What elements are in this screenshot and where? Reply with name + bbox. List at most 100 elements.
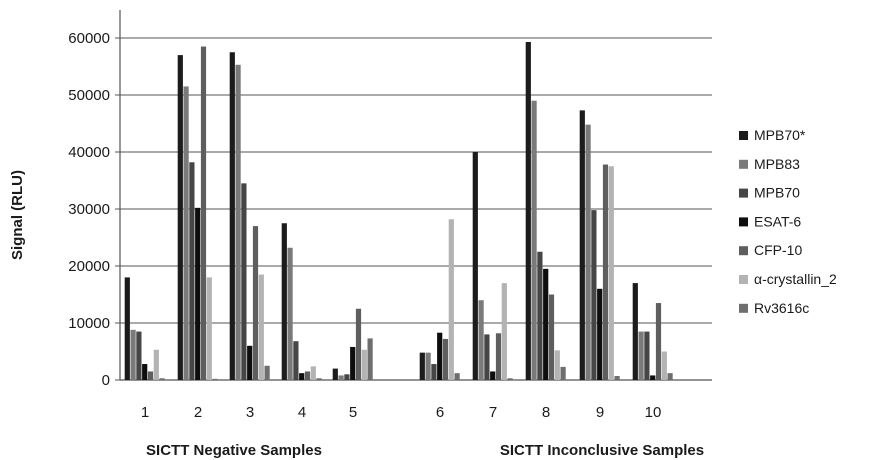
bar <box>448 219 454 380</box>
bar <box>177 55 183 380</box>
bar <box>437 332 443 380</box>
bar <box>650 375 656 380</box>
y-tick-label: 60000 <box>68 30 110 47</box>
bar <box>537 251 543 380</box>
bar <box>431 364 437 380</box>
y-tick-label: 40000 <box>68 144 110 161</box>
bar <box>367 338 373 380</box>
bar <box>229 52 235 380</box>
group-label: SICTT Inconclusive Samples <box>500 442 704 459</box>
bars <box>124 41 673 381</box>
bar <box>548 294 555 380</box>
bar <box>235 64 241 380</box>
x-tick-label: 7 <box>489 404 497 421</box>
bar <box>130 329 136 380</box>
bar <box>507 378 513 380</box>
bar <box>304 371 311 380</box>
x-tick-label: 10 <box>645 404 662 421</box>
bar <box>355 308 362 380</box>
bar <box>597 288 603 380</box>
legend-label: MPB83 <box>754 156 800 172</box>
bar <box>442 338 449 380</box>
bar <box>264 365 270 380</box>
bar <box>258 274 264 380</box>
y-axis-title: Signal (RLU) <box>9 170 26 260</box>
bar <box>247 345 253 380</box>
legend-swatch <box>739 159 748 169</box>
bar <box>200 46 207 381</box>
x-tick-label: 8 <box>542 404 550 421</box>
x-tick-label: 5 <box>349 404 357 421</box>
bar <box>585 124 591 380</box>
bar <box>525 41 531 381</box>
bar <box>454 373 460 380</box>
legend-swatch <box>739 217 748 227</box>
group-labels: SICTT Negative Samples SICTT Inconclusive… <box>146 442 704 459</box>
bar <box>361 349 367 380</box>
legend-swatch <box>739 275 748 284</box>
x-tick-label: 6 <box>436 404 444 421</box>
bar <box>344 374 350 380</box>
bar <box>212 378 218 380</box>
bar <box>136 331 142 380</box>
bar <box>293 341 299 380</box>
bar <box>425 352 431 380</box>
bar <box>644 331 650 380</box>
bar <box>147 371 154 380</box>
bar <box>638 331 644 380</box>
legend-label: Rv3616c <box>754 300 809 316</box>
bar <box>602 164 609 380</box>
bar <box>661 351 667 380</box>
y-tick-label: 10000 <box>68 315 110 332</box>
y-tick-label: 20000 <box>68 258 110 275</box>
bar <box>287 247 293 380</box>
bar <box>608 166 614 380</box>
bar <box>560 366 566 380</box>
bar <box>484 334 490 380</box>
bar <box>310 366 316 380</box>
bar <box>579 110 585 380</box>
y-tick-label: 30000 <box>68 201 110 218</box>
bar <box>299 373 305 380</box>
bar <box>338 375 344 380</box>
bar <box>655 303 662 380</box>
bar <box>241 183 247 380</box>
legend-swatch <box>739 131 748 140</box>
bar <box>501 283 507 380</box>
bar <box>159 378 165 380</box>
bar <box>478 300 484 380</box>
tick-labels: 0 10000 20000 30000 40000 50000 60000 1 2 3 4 5 6 7 8 9… <box>68 30 661 421</box>
bar <box>419 352 425 380</box>
x-tick-label: 9 <box>596 404 604 421</box>
bar <box>667 373 673 380</box>
legend: MPB70* MPB83 MPB70 ESAT-6 CFP-10 α-crystallin… <box>739 127 837 316</box>
bar <box>614 376 620 380</box>
group-label: SICTT Negative Samples <box>146 442 322 459</box>
legend-label: MPB70* <box>754 127 806 143</box>
bar <box>531 100 537 380</box>
bar <box>332 368 338 380</box>
legend-swatch <box>739 303 748 313</box>
x-tick-label: 2 <box>194 404 202 421</box>
legend-label: CFP-10 <box>754 242 802 258</box>
legend-label: MPB70 <box>754 185 800 201</box>
y-tick-label: 0 <box>102 372 110 389</box>
bar <box>543 268 549 380</box>
bar <box>281 223 287 380</box>
legend-label: ESAT-6 <box>754 213 801 229</box>
bar <box>495 333 502 380</box>
bar <box>124 277 130 380</box>
bar <box>472 152 478 380</box>
legend-swatch <box>739 246 748 256</box>
y-tick-label: 50000 <box>68 87 110 104</box>
bar <box>252 226 259 380</box>
bar <box>153 349 159 380</box>
x-tick-label: 4 <box>298 404 306 421</box>
bar <box>591 210 597 380</box>
bar <box>350 346 356 380</box>
bar <box>142 364 148 380</box>
bar <box>632 283 638 380</box>
bar <box>183 86 189 380</box>
bar <box>490 371 496 380</box>
